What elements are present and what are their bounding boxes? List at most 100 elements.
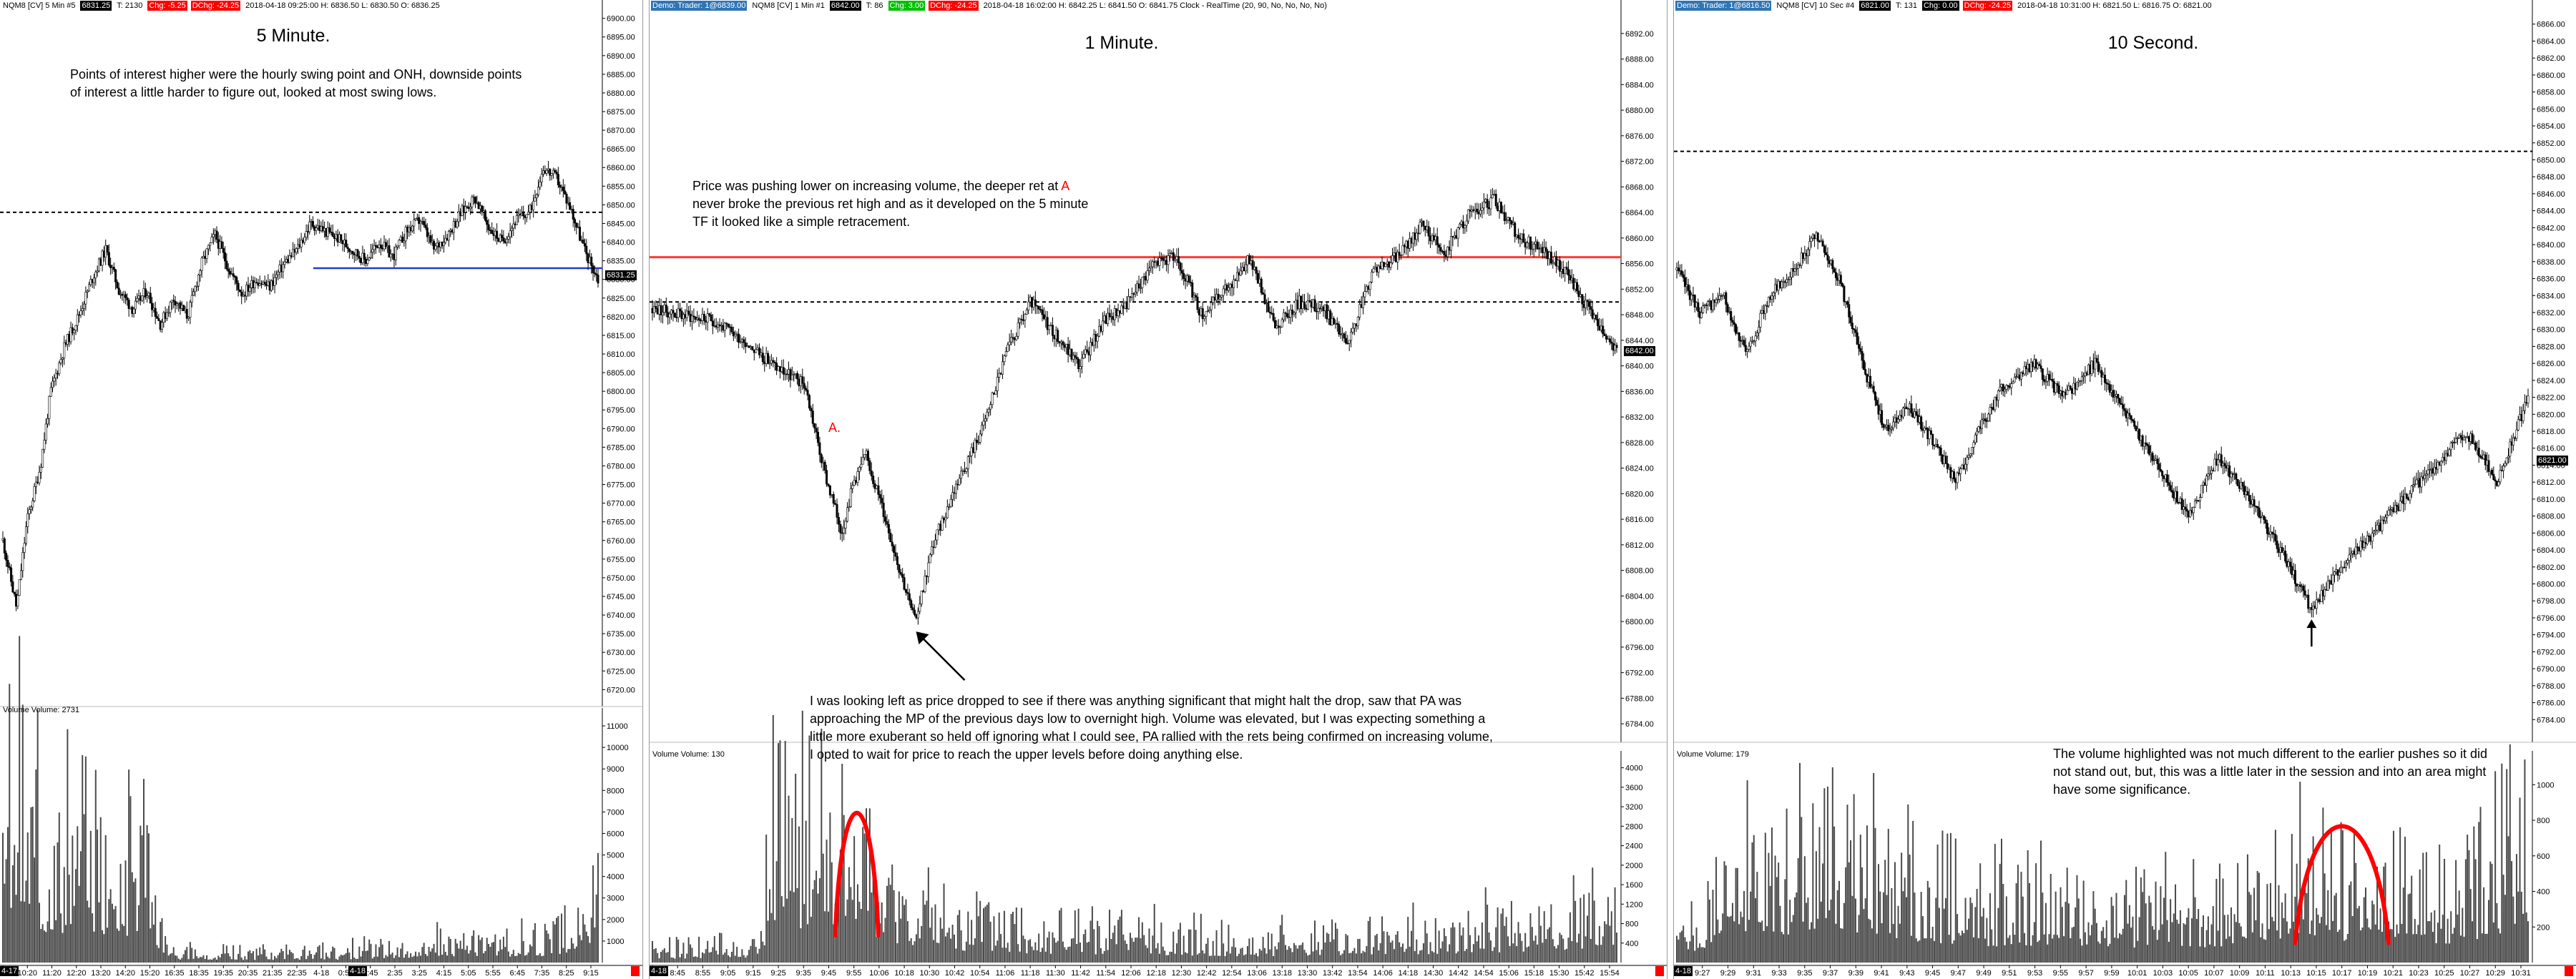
candle-body: [200, 257, 203, 271]
volume-bar: [1519, 933, 1521, 963]
candle-body: [1003, 355, 1006, 363]
scale-marker-10-second[interactable]: [2565, 966, 2573, 976]
candle-body: [1151, 261, 1154, 267]
volume-bar: [1340, 955, 1342, 963]
candle-body: [502, 237, 505, 242]
volume-bar: [1705, 940, 1708, 963]
volume-bar: [575, 946, 577, 963]
volume-bar: [1462, 927, 1464, 963]
volume-bar: [1135, 938, 1137, 963]
volume-bar: [1329, 942, 1331, 963]
volume-bar: [1302, 942, 1304, 963]
volume-bar: [2358, 905, 2360, 963]
time-tick-label: 15:42: [1575, 969, 1595, 978]
panel-divider[interactable]: [642, 0, 650, 979]
price-tick-label: 6804.00: [2537, 546, 2565, 555]
candle-body: [1029, 297, 1032, 302]
price-tick-label: 6784.00: [2537, 716, 2565, 724]
header-field: T: 86: [866, 1, 883, 10]
candle-body: [1967, 455, 1970, 458]
volume-bar: [1155, 948, 1157, 963]
price-tick-label: 6876.00: [1625, 132, 1654, 141]
candle-body: [229, 271, 232, 275]
volume-bar: [1979, 863, 1982, 963]
candle-body: [820, 454, 823, 463]
volume-bar: [1807, 897, 1809, 963]
volume-bar: [745, 958, 747, 963]
volume-bar: [25, 880, 27, 963]
candle-body: [1869, 375, 1872, 388]
time-tick-label: 10:19: [2358, 969, 2378, 978]
volume-bar: [682, 943, 685, 963]
volume-bar: [255, 948, 258, 963]
volume-bar: [1388, 935, 1390, 963]
volume-bar: [1502, 908, 1504, 963]
scale-marker-5-minute[interactable]: [631, 966, 640, 976]
candle-body: [920, 590, 923, 604]
candle-body: [1716, 298, 1719, 300]
candle-body: [1861, 351, 1864, 361]
candle-body: [583, 243, 586, 247]
volume-bar: [146, 825, 148, 963]
candle-body: [844, 521, 847, 528]
candle-body: [1897, 419, 1900, 423]
volume-bar: [1500, 913, 1502, 963]
chart-1-minute[interactable]: 6784.006788.006792.006796.006800.006804.…: [650, 0, 1667, 979]
volume-bar: [2276, 930, 2278, 963]
chart-5-minute[interactable]: 6720.006725.006730.006735.006740.006745.…: [0, 0, 642, 979]
candle-body: [1572, 277, 1575, 290]
volume-bar: [813, 880, 816, 963]
candle-body: [1839, 275, 1842, 284]
candle-body: [956, 483, 959, 486]
volume-bar: [501, 949, 503, 963]
volume-bar: [1700, 947, 1703, 963]
candle-body: [1396, 252, 1399, 262]
candle-body: [1217, 294, 1220, 300]
candle-body: [189, 302, 192, 318]
volume-bar: [1223, 943, 1225, 963]
chart-10-second[interactable]: 6784.006786.006788.006790.006792.006794.…: [1674, 0, 2576, 979]
panel-divider[interactable]: [1667, 0, 1674, 979]
volume-bar: [1343, 950, 1345, 963]
chart-panel-1-minute[interactable]: 6784.00 6788.00 6792.00 6796.00 6800.00 6804.…: [650, 0, 1667, 979]
volume-bar: [2122, 928, 2124, 963]
candle-body: [690, 315, 693, 322]
volume-bar: [1969, 897, 1972, 963]
candle-body: [1146, 270, 1149, 281]
candle-body: [1434, 236, 1437, 240]
candle-body: [1461, 221, 1464, 229]
volume-bar: [1203, 953, 1205, 963]
candle-body: [1731, 320, 1734, 323]
candle-body: [1527, 236, 1530, 243]
candle-body: [1368, 282, 1371, 290]
volume-bar: [1906, 897, 1908, 963]
candle-body: [1355, 323, 1358, 327]
candle-body: [1505, 220, 1508, 221]
volume-bar: [762, 941, 764, 963]
candle-body: [1024, 314, 1027, 320]
candle-body: [59, 359, 62, 363]
candle-body: [939, 523, 942, 531]
candle-body: [1403, 245, 1406, 247]
volume-bar: [1538, 906, 1540, 963]
candle-body: [2371, 533, 2374, 542]
candle-body: [1547, 251, 1549, 260]
volume-bar: [88, 907, 90, 963]
volume-bar: [2235, 922, 2237, 963]
scale-marker-1-minute[interactable]: [1655, 966, 1664, 976]
volume-bar: [2417, 925, 2419, 963]
chart-panel-10-second[interactable]: 6784.00 6786.00 6788.00 6790.00 6792.00 6794.…: [1674, 0, 2576, 979]
volume-bar: [2517, 891, 2519, 963]
volume-bar: [310, 954, 313, 963]
price-tick-label: 6788.00: [1625, 694, 1654, 703]
volume-bar: [2361, 928, 2364, 963]
volume-bar: [2253, 887, 2256, 963]
volume-bar: [265, 956, 268, 963]
chart-panel-5-minute[interactable]: 6720.00 6725.00 6730.00 6735.00 6740.00 6745.…: [0, 0, 642, 979]
volume-bar: [1840, 928, 1842, 963]
candle-body: [875, 485, 878, 489]
candle-body: [2117, 394, 2120, 399]
candle-body: [144, 288, 147, 297]
candle-body: [775, 363, 778, 371]
candle-body: [73, 330, 76, 333]
